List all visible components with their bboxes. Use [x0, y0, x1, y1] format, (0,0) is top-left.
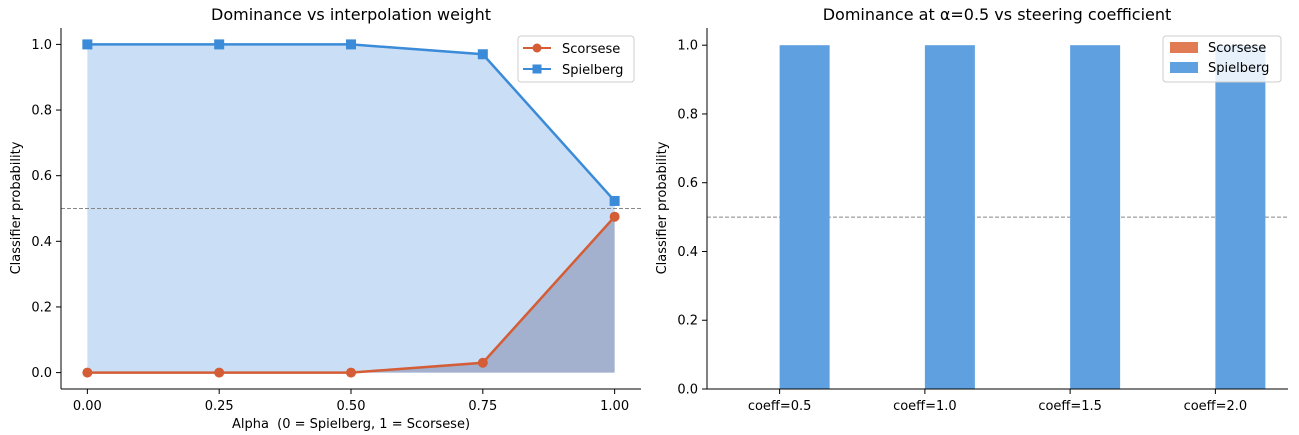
line-chart-x-ticks: 0.00 0.25 0.50 0.75 1.00	[73, 389, 629, 414]
legend-scorsese-marker	[532, 43, 542, 53]
legend-spielberg-marker	[532, 64, 542, 74]
bar-chart-y-ticks: 0.0 0.2 0.4 0.6 0.8 1.0	[677, 39, 707, 398]
y-tick-label: 0.8	[677, 107, 698, 122]
point-scorsese	[346, 367, 356, 378]
y-tick-label: 0.4	[31, 235, 52, 250]
y-tick-label: 0.2	[677, 314, 698, 329]
bar-chart: Dominance at α=0.5 vs steering coefficie…	[655, 5, 1288, 414]
point-spielberg	[214, 39, 225, 50]
x-tick-label: coeff=1.5	[1038, 399, 1102, 414]
line-chart-legend: Scorsese Spielberg	[517, 35, 635, 83]
y-tick-label: 0.0	[677, 383, 698, 398]
x-tick-label: coeff=0.5	[748, 399, 812, 414]
line-chart-series	[82, 39, 620, 378]
point-scorsese	[82, 367, 93, 378]
area-fill-scorsese	[87, 216, 615, 373]
legend-spielberg-label: Spielberg	[562, 63, 623, 78]
y-tick-label: 0.6	[677, 176, 698, 191]
line-chart-y-label: Classifier probability	[9, 141, 24, 274]
line-chart-title: Dominance vs interpolation weight	[211, 5, 491, 24]
point-spielberg	[477, 49, 488, 60]
point-scorsese	[214, 367, 225, 378]
x-tick-label: coeff=2.0	[1184, 399, 1248, 414]
line-chart-x-label: Alpha (0 = Spielberg, 1 = Scorsese)	[232, 417, 470, 432]
line-chart-y-ticks: 0.0 0.2 0.4 0.6 0.8 1.0	[31, 38, 61, 381]
x-tick-label: 0.75	[468, 399, 497, 414]
line-chart: Dominance vs interpolation weight 0.0 0.2…	[9, 5, 641, 432]
y-tick-label: 0.2	[31, 300, 52, 315]
bar-chart-x-ticks: coeff=0.5 coeff=1.0 coeff=1.5 coeff=2.0	[748, 389, 1247, 414]
x-tick-label: 0.50	[337, 399, 366, 414]
bar-spielberg	[924, 45, 975, 389]
point-spielberg	[609, 195, 620, 206]
point-scorsese	[477, 357, 488, 368]
bar-spielberg	[1070, 45, 1121, 389]
legend-bar-scorsese-swatch	[1170, 42, 1198, 53]
x-tick-label: 0.25	[205, 399, 234, 414]
x-tick-label: coeff=1.0	[893, 399, 957, 414]
bar-chart-bars	[779, 45, 1266, 389]
point-scorsese	[609, 211, 620, 222]
legend-bar-spielberg-label: Spielberg	[1208, 61, 1269, 76]
y-tick-label: 1.0	[677, 39, 698, 54]
point-spielberg	[82, 39, 93, 50]
bar-spielberg	[779, 45, 830, 389]
y-tick-label: 0.8	[31, 104, 52, 119]
bar-chart-legend: Scorsese Spielberg	[1162, 35, 1282, 83]
point-spielberg	[346, 39, 356, 50]
y-tick-label: 1.0	[31, 38, 52, 53]
legend-bar-spielberg-swatch	[1170, 62, 1198, 73]
legend-bar-scorsese-label: Scorsese	[1208, 41, 1266, 56]
y-tick-label: 0.0	[31, 366, 52, 381]
bar-spielberg	[1215, 45, 1266, 389]
legend-scorsese-label: Scorsese	[562, 42, 620, 57]
bar-chart-title: Dominance at α=0.5 vs steering coefficie…	[823, 5, 1172, 24]
x-tick-label: 0.00	[73, 399, 102, 414]
y-tick-label: 0.6	[31, 169, 52, 184]
x-tick-label: 1.00	[600, 399, 629, 414]
bar-chart-y-label: Classifier probability	[655, 141, 670, 274]
y-tick-label: 0.4	[677, 245, 698, 260]
